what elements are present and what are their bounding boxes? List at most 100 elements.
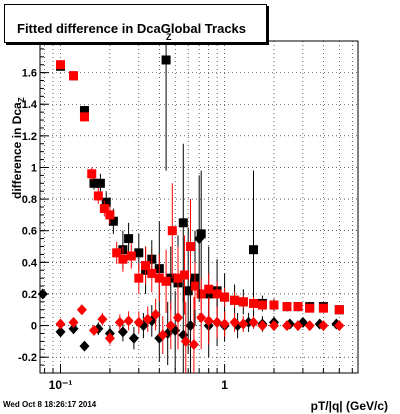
data-point: [161, 55, 171, 65]
data-point: [180, 270, 190, 280]
data-point: [133, 316, 144, 328]
data-point: [292, 320, 303, 332]
data-point: [269, 320, 280, 332]
data-point: [186, 242, 196, 252]
data-point: [114, 316, 125, 328]
data-point: [248, 298, 258, 308]
y-tick-label: 0.8: [22, 194, 37, 206]
data-point: [229, 316, 240, 328]
data-point: [248, 316, 259, 328]
data-point: [167, 226, 177, 236]
data-point: [219, 318, 230, 330]
data-point: [190, 281, 200, 291]
data-point: [142, 313, 153, 325]
data-point: [230, 295, 240, 305]
data-point: [79, 340, 90, 352]
data-point: [150, 309, 161, 321]
data-point: [204, 284, 214, 294]
data-point: [118, 254, 128, 264]
data-point: [37, 288, 48, 300]
data-point: [172, 312, 183, 324]
data-point: [147, 268, 157, 278]
data-point: [93, 191, 103, 201]
data-point: [112, 248, 122, 258]
y-tick-label: 0: [31, 321, 37, 333]
y-tick-label: 1.4: [22, 99, 38, 111]
x-tick-label: 1: [221, 378, 228, 392]
y-tick-label: 0.4: [22, 257, 38, 269]
y-axis-label: difference in DcaZ: [10, 68, 26, 228]
data-point: [165, 320, 176, 332]
data-point: [183, 286, 193, 296]
data-point: [55, 326, 66, 338]
y-axis-label-subscript: Z: [17, 97, 27, 103]
y-tick-label: -0.2: [18, 352, 37, 364]
y-tick-label: 0.6: [22, 226, 37, 238]
data-point: [196, 229, 206, 239]
data-point: [105, 210, 115, 220]
data-point: [68, 316, 79, 328]
data-point: [166, 273, 176, 283]
data-point: [212, 289, 222, 299]
data-point: [180, 335, 191, 347]
data-point: [104, 332, 115, 344]
x-axis-label: pT/|q| (GeV/c): [310, 399, 388, 413]
data-point: [304, 320, 315, 332]
data-point: [87, 169, 97, 179]
y-tick-label: 1.2: [22, 131, 37, 143]
chart-title-suffix: Global Tracks: [160, 21, 247, 36]
data-point: [212, 316, 223, 328]
data-point: [124, 234, 134, 244]
data-point: [99, 204, 109, 214]
data-point: [173, 273, 183, 283]
data-point: [305, 303, 315, 313]
data-point: [334, 305, 344, 315]
data-point: [88, 324, 99, 336]
data-point: [128, 332, 139, 344]
data-point: [68, 323, 79, 335]
data-point: [141, 260, 151, 270]
data-point: [101, 197, 111, 207]
data-point: [117, 326, 128, 338]
data-point: [248, 245, 258, 255]
data-point: [68, 71, 78, 81]
data-point: [238, 297, 248, 307]
data-point: [269, 300, 279, 310]
data-point: [257, 300, 267, 310]
title-box: Fitted difference in DcaGlobal Tracks Z: [4, 4, 267, 43]
data-point: [281, 320, 292, 332]
data-point: [220, 292, 230, 302]
data-point: [95, 178, 105, 188]
data-point: [154, 273, 164, 283]
y-axis-label-text: difference in Dca: [9, 102, 24, 199]
data-point: [157, 329, 168, 341]
data-point: [79, 112, 89, 122]
data-point: [188, 339, 199, 351]
data-point: [97, 313, 108, 325]
data-point: [134, 273, 144, 283]
data-point: [161, 276, 171, 286]
data-point: [56, 60, 66, 70]
data-point: [76, 304, 87, 316]
y-tick-label: 1.6: [22, 68, 37, 80]
data-point: [257, 320, 268, 332]
data-point: [194, 233, 205, 245]
data-point: [126, 251, 136, 261]
chart-title-subscript: Z: [166, 32, 172, 42]
data-point: [282, 302, 292, 312]
data-point: [123, 315, 134, 327]
x-tick-label: 10⁻¹: [49, 378, 73, 392]
data-point: [185, 320, 196, 332]
data-point: [318, 320, 329, 332]
data-point: [134, 248, 144, 258]
datestamp: Wed Oct 8 18:26:17 2014: [3, 400, 97, 409]
data-point: [55, 318, 66, 330]
data-point: [334, 320, 345, 332]
data-point: [108, 216, 118, 226]
data-point: [238, 318, 249, 330]
data-point: [293, 302, 303, 312]
data-point: [203, 315, 214, 327]
data-point: [79, 106, 89, 116]
data-point: [89, 178, 99, 188]
